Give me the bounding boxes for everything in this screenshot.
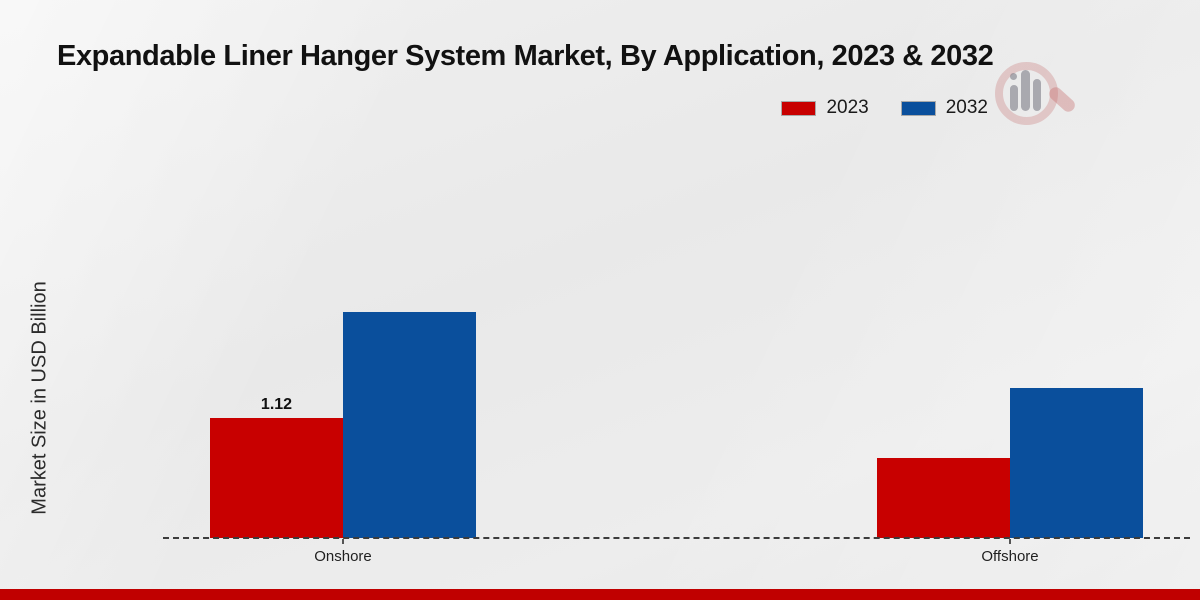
bar-onshore-2032 <box>343 312 476 538</box>
bar-value-label: 1.12 <box>260 396 293 413</box>
bar-onshore-2023 <box>210 418 343 538</box>
footer-accent-bar <box>0 589 1200 600</box>
legend-item-2032: 2032 <box>900 97 988 119</box>
legend-swatch-2032 <box>900 100 936 116</box>
legend-label-2023: 2023 <box>826 97 869 118</box>
x-axis-tick <box>1009 539 1011 544</box>
legend-swatch-2023 <box>781 100 817 116</box>
legend-label-2032: 2032 <box>945 97 988 118</box>
bar-offshore-2032 <box>1010 388 1143 538</box>
legend: 2023 2032 <box>781 97 988 119</box>
logo-chart-dot-icon <box>1010 73 1017 80</box>
logo-chart-bar-icon <box>1021 70 1030 111</box>
category-label-onshore: Onshore <box>314 548 372 565</box>
x-axis-baseline <box>163 537 1190 539</box>
x-axis-tick <box>342 539 344 544</box>
bar-offshore-2023 <box>877 458 1010 538</box>
legend-item-2023: 2023 <box>781 97 869 119</box>
magnifier-ring-icon <box>995 62 1058 125</box>
category-label-offshore: Offshore <box>981 548 1039 565</box>
chart-title: Expandable Liner Hanger System Market, B… <box>57 40 994 72</box>
logo-chart-bar-icon <box>1010 85 1018 111</box>
magnifier-chart-watermark-icon <box>995 58 1085 138</box>
logo-chart-bar-icon <box>1033 79 1041 111</box>
